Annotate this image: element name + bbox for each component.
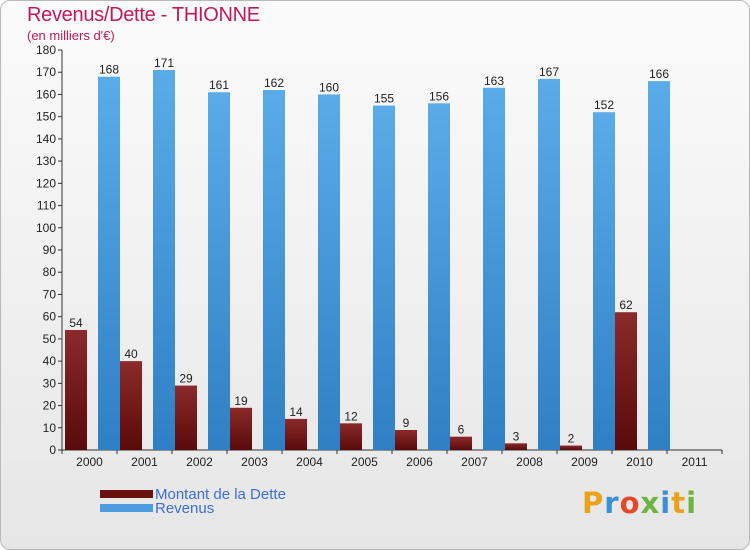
- bar-debt-2006: [395, 430, 417, 450]
- data-label-revenue-2001: 171: [154, 56, 174, 70]
- y-tick-label: 180: [36, 43, 56, 57]
- y-tick-label: 20: [43, 399, 57, 413]
- bar-debt-2008: [505, 443, 527, 450]
- legend-swatch-debt: [100, 490, 153, 498]
- data-label-revenue-2003: 162: [264, 76, 284, 90]
- data-label-debt-2001: 40: [124, 347, 138, 361]
- x-tick-label: 2001: [131, 455, 158, 469]
- data-label-revenue-2005: 155: [374, 92, 394, 106]
- bar-debt-2007: [450, 436, 472, 450]
- data-label-revenue-2007: 163: [484, 74, 504, 88]
- y-tick-label: 100: [36, 221, 56, 235]
- y-tick-label: 120: [36, 176, 56, 190]
- data-label-debt-2000: 54: [69, 316, 83, 330]
- bar-revenue-2001: [153, 70, 175, 450]
- data-label-debt-2003: 19: [234, 394, 248, 408]
- bar-revenue-2004: [318, 94, 340, 450]
- y-tick-label: 30: [43, 376, 57, 390]
- y-tick-label: 80: [43, 265, 57, 279]
- data-label-debt-2009: 2: [568, 432, 575, 446]
- y-tick-label: 60: [43, 310, 57, 324]
- data-label-revenue-2009: 152: [594, 98, 614, 112]
- y-tick-label: 10: [43, 421, 57, 435]
- data-label-debt-2002: 29: [179, 372, 193, 386]
- y-tick-label: 170: [36, 65, 56, 79]
- x-tick-label: 2005: [351, 455, 378, 469]
- data-label-debt-2008: 3: [513, 429, 520, 443]
- bar-debt-2010: [615, 312, 637, 450]
- bar-debt-2002: [175, 385, 197, 450]
- bar-revenue-2003: [263, 90, 285, 450]
- bar-revenue-2007: [483, 87, 505, 451]
- bar-debt-2005: [340, 423, 362, 450]
- data-label-debt-2006: 9: [403, 416, 410, 430]
- proxiti-logo: Proxiti: [582, 486, 698, 520]
- data-label-revenue-2002: 161: [209, 78, 229, 92]
- legend-swatch-revenue: [100, 504, 153, 512]
- y-tick-label: 90: [43, 243, 57, 257]
- data-label-debt-2005: 12: [344, 409, 358, 423]
- bar-revenue-2010: [648, 81, 670, 450]
- y-tick-label: 140: [36, 132, 56, 146]
- y-tick-label: 160: [36, 87, 56, 101]
- bar-revenue-2000: [98, 76, 120, 451]
- data-label-debt-2007: 6: [458, 423, 465, 437]
- x-tick-label: 2008: [516, 455, 543, 469]
- data-label-revenue-2010: 166: [649, 67, 669, 81]
- x-tick-label: 2007: [461, 455, 488, 469]
- legend-item-debt: Montant de la Dette: [100, 485, 286, 503]
- x-tick-label: 2003: [241, 455, 268, 469]
- y-tick-label: 110: [37, 199, 56, 213]
- bar-debt-2009: [560, 445, 582, 450]
- x-tick-label: 2006: [406, 455, 433, 469]
- y-tick-label: 130: [36, 154, 56, 168]
- legend-label-revenue: Revenus: [155, 499, 215, 517]
- x-tick-label: 2000: [76, 455, 103, 469]
- legend-label-debt: Montant de la Dette: [155, 485, 286, 503]
- bar-revenue-2006: [428, 103, 450, 450]
- chart-title: Revenus/Dette - THIONNE: [27, 4, 260, 26]
- y-tick-label: 40: [43, 354, 57, 368]
- y-tick-label: 70: [43, 287, 57, 301]
- y-tick-label: 0: [49, 443, 56, 457]
- x-tick-label: 2009: [571, 455, 598, 469]
- bar-revenue-2009: [593, 112, 615, 450]
- data-label-revenue-2006: 156: [429, 89, 449, 103]
- x-tick-label: 2010: [626, 455, 653, 469]
- data-label-revenue-2000: 168: [99, 63, 119, 77]
- x-tick-label: 2011: [682, 455, 708, 469]
- bar-revenue-2002: [208, 92, 230, 450]
- x-tick-label: 2002: [186, 455, 213, 469]
- bar-debt-2004: [285, 418, 307, 450]
- y-tick-label: 150: [36, 110, 56, 124]
- legend-item-revenue: Revenus: [100, 499, 215, 517]
- y-tick-label: 50: [43, 332, 57, 346]
- bar-debt-2001: [120, 361, 142, 450]
- bar-debt-2000: [65, 330, 87, 450]
- unit-label: (en milliers d'€): [27, 28, 115, 43]
- data-label-debt-2010: 62: [619, 298, 633, 312]
- data-label-debt-2004: 14: [289, 405, 303, 419]
- x-tick-label: 2004: [296, 455, 323, 469]
- data-label-revenue-2004: 160: [319, 80, 339, 94]
- bar-debt-2003: [230, 407, 252, 450]
- data-label-revenue-2008: 167: [539, 65, 559, 79]
- bar-revenue-2008: [538, 78, 560, 450]
- bar-revenue-2005: [373, 105, 395, 451]
